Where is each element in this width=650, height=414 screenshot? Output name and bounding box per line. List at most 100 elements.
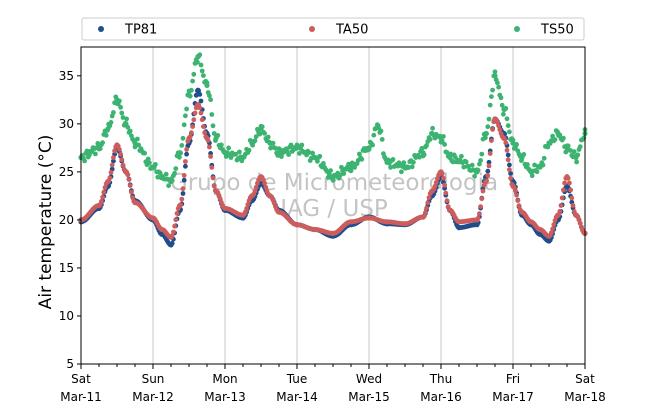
series-marker xyxy=(502,136,507,142)
series-marker xyxy=(252,138,258,144)
series-marker xyxy=(202,130,208,136)
series-marker xyxy=(172,170,178,176)
series-marker xyxy=(571,149,577,155)
series-marker xyxy=(102,185,108,190)
series-marker xyxy=(288,142,294,148)
y-tick-label: 10 xyxy=(59,309,74,323)
series-marker xyxy=(187,134,193,140)
series-marker xyxy=(123,120,128,126)
series-marker xyxy=(108,120,114,125)
series-marker xyxy=(198,62,204,68)
series-marker xyxy=(299,142,305,148)
series-marker xyxy=(563,149,569,155)
series-marker xyxy=(181,122,187,128)
series-marker xyxy=(201,124,206,129)
y-tick-label: 25 xyxy=(59,165,74,179)
series-marker xyxy=(550,226,555,232)
series-marker xyxy=(501,111,506,117)
legend-marker-TS50 xyxy=(514,26,520,32)
series-marker xyxy=(486,116,492,122)
series-marker xyxy=(490,87,495,93)
series-marker xyxy=(211,183,217,189)
series-marker xyxy=(237,149,242,155)
series-marker xyxy=(131,138,137,144)
series-marker xyxy=(130,195,136,200)
series-marker xyxy=(253,134,259,140)
series-marker xyxy=(179,196,185,202)
y-tick-label: 35 xyxy=(59,69,74,83)
series-marker xyxy=(371,132,377,138)
series-marker xyxy=(181,177,187,183)
series-marker xyxy=(197,52,203,58)
series-marker xyxy=(485,124,491,130)
legend-label-TA50: TA50 xyxy=(335,23,368,38)
legend-marker-TP81 xyxy=(98,26,104,32)
series-layer xyxy=(78,52,588,248)
series-marker xyxy=(505,152,511,158)
series-marker xyxy=(486,163,492,169)
series-marker xyxy=(99,199,104,204)
legend-label-TS50: TS50 xyxy=(540,23,574,38)
axes-layer: 5 10 15 20 25 30 35 Sat Mar-11 Sun Mar-12 Mon Mar-13… xyxy=(59,46,606,404)
series-marker xyxy=(190,124,196,129)
series-marker xyxy=(441,175,446,181)
series-marker xyxy=(112,148,117,154)
series-marker xyxy=(490,126,495,132)
series-marker xyxy=(297,151,302,156)
series-marker xyxy=(100,140,105,146)
series-marker xyxy=(226,145,232,151)
x-tick-label-day: Sun xyxy=(142,372,165,386)
series-marker xyxy=(437,133,443,139)
series-marker xyxy=(450,159,456,165)
x-tick-label-day: Sat xyxy=(71,372,91,386)
series-marker xyxy=(153,162,158,167)
legend: TP81 TA50 TS50 xyxy=(81,17,585,41)
series-marker xyxy=(486,159,492,165)
series-marker xyxy=(184,147,190,152)
series-marker xyxy=(191,71,197,77)
x-tick-label-date: Mar-11 xyxy=(60,390,101,404)
series-marker xyxy=(442,182,447,188)
series-marker xyxy=(505,157,511,163)
series-marker xyxy=(268,145,273,151)
legend-marker-TA50 xyxy=(309,26,315,32)
series-marker xyxy=(142,150,148,156)
series-marker xyxy=(411,159,416,165)
series-marker xyxy=(442,142,447,147)
series-marker xyxy=(497,127,503,133)
x-tick-label-date: Mar-15 xyxy=(348,390,389,404)
series-marker xyxy=(180,191,186,196)
series-marker xyxy=(569,195,575,201)
series-marker xyxy=(433,180,439,185)
series-marker xyxy=(173,166,179,172)
series-TA50 xyxy=(78,102,588,240)
series-marker xyxy=(263,184,269,190)
series-marker xyxy=(93,151,98,157)
series-marker xyxy=(441,134,446,139)
series-marker xyxy=(317,153,323,159)
series-marker xyxy=(565,175,571,181)
x-tick-label-day: Mon xyxy=(212,372,237,386)
series-marker xyxy=(521,152,527,157)
series-marker xyxy=(184,151,190,157)
series-marker xyxy=(409,164,415,170)
series-marker xyxy=(135,136,140,142)
series-marker xyxy=(419,146,425,151)
series-marker xyxy=(286,152,291,158)
series-marker xyxy=(507,162,512,168)
series-marker xyxy=(215,133,221,138)
series-marker xyxy=(118,104,123,110)
series-marker xyxy=(479,151,485,157)
series-marker xyxy=(183,159,188,164)
series-marker xyxy=(196,88,202,94)
series-marker xyxy=(117,147,122,152)
series-marker xyxy=(210,123,216,129)
series-marker xyxy=(366,147,372,152)
series-marker xyxy=(181,173,187,178)
series-marker xyxy=(120,162,126,168)
series-marker xyxy=(252,188,258,194)
series-marker xyxy=(508,171,513,176)
series-marker xyxy=(87,152,92,158)
series-marker xyxy=(514,142,519,147)
x-tick-label-date: Mar-17 xyxy=(492,390,533,404)
